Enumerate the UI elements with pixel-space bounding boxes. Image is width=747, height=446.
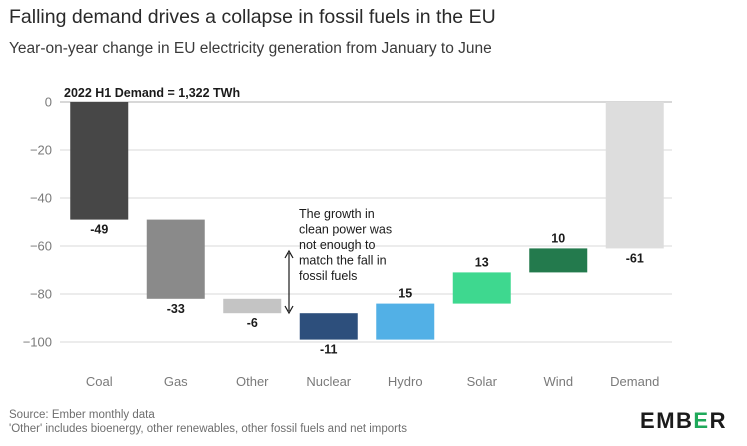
value-label: 13 xyxy=(475,255,489,269)
value-label: -61 xyxy=(626,251,644,265)
annotation-demand: 2022 H1 Demand = 1,322 TWh xyxy=(64,86,240,100)
bar-gas xyxy=(146,219,205,299)
chart-title: Falling demand drives a collapse in foss… xyxy=(9,6,496,28)
value-label: -33 xyxy=(167,302,185,316)
bar-coal xyxy=(70,102,129,220)
value-label: 10 xyxy=(551,231,565,245)
logo-accent-letter: E xyxy=(693,408,710,433)
annotation-line: fossil fuels xyxy=(299,269,357,283)
y-tick-label: 0 xyxy=(45,95,52,110)
bar-other xyxy=(223,298,282,314)
source-note: Source: Ember monthly data xyxy=(9,409,155,421)
annotation-line: The growth in xyxy=(299,207,375,221)
bar-wind xyxy=(529,248,588,273)
annotation-arrow xyxy=(284,249,294,315)
value-label: -11 xyxy=(320,343,337,357)
x-tick-label: Wind xyxy=(543,374,573,389)
value-labels: -49 -33 -6 -11 15 13 10 -61 xyxy=(90,223,644,357)
chart-subtitle: Year-on-year change in EU electricity ge… xyxy=(9,40,492,57)
y-axis-ticks: 0 −20 −40 −60 −80 −100 xyxy=(23,95,52,350)
x-tick-label: Solar xyxy=(467,374,498,389)
x-tick-label: Coal xyxy=(86,374,113,389)
y-tick-label: −40 xyxy=(30,191,52,206)
x-tick-label: Gas xyxy=(164,374,188,389)
bar-nuclear xyxy=(299,313,358,340)
bar-solar xyxy=(452,272,511,304)
logo-text-end: R xyxy=(709,408,727,433)
bar-hydro xyxy=(376,303,435,340)
y-tick-label: −60 xyxy=(30,239,52,254)
bars xyxy=(70,102,664,340)
annotation-line: match the fall in xyxy=(299,254,387,268)
annotation-line: not enough to xyxy=(299,238,376,252)
annotation-line: clean power was xyxy=(299,223,392,237)
y-tick-label: −80 xyxy=(30,287,52,302)
y-tick-label: −20 xyxy=(30,143,52,158)
x-tick-label: Nuclear xyxy=(306,374,351,389)
bar-demand xyxy=(605,102,664,249)
x-tick-label: Demand xyxy=(610,374,659,389)
value-label: -49 xyxy=(90,223,108,237)
annotation-clean-power: The growth in clean power was not enough t… xyxy=(299,207,392,283)
value-label: -6 xyxy=(247,316,258,330)
x-axis-ticks: Coal Gas Other Nuclear Hydro Solar Wind Demand xyxy=(86,374,659,389)
x-tick-label: Hydro xyxy=(388,374,423,389)
x-tick-label: Other xyxy=(236,374,269,389)
value-label: 15 xyxy=(398,287,412,301)
logo-text: EMB xyxy=(640,408,694,433)
ember-logo: EMBER xyxy=(640,408,727,434)
footnote: 'Other' includes bioenergy, other renewa… xyxy=(9,423,407,435)
y-tick-label: −100 xyxy=(23,335,52,350)
